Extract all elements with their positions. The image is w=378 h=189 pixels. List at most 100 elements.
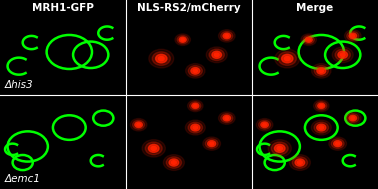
Circle shape xyxy=(349,33,356,39)
Circle shape xyxy=(305,37,312,42)
Circle shape xyxy=(314,122,328,133)
Circle shape xyxy=(319,105,323,107)
Circle shape xyxy=(210,142,214,145)
Circle shape xyxy=(158,57,164,61)
Circle shape xyxy=(172,161,176,164)
Circle shape xyxy=(166,157,181,168)
Circle shape xyxy=(175,34,191,46)
Circle shape xyxy=(318,103,325,108)
Circle shape xyxy=(145,142,162,155)
Circle shape xyxy=(311,120,331,135)
Circle shape xyxy=(223,115,231,121)
Circle shape xyxy=(347,31,359,40)
Circle shape xyxy=(137,123,141,126)
Circle shape xyxy=(151,146,156,150)
Circle shape xyxy=(331,139,344,149)
Circle shape xyxy=(152,52,170,65)
Circle shape xyxy=(221,114,233,123)
Circle shape xyxy=(275,49,300,68)
Circle shape xyxy=(135,122,143,128)
Circle shape xyxy=(274,144,285,152)
Circle shape xyxy=(191,124,200,131)
Circle shape xyxy=(169,159,179,166)
Circle shape xyxy=(209,49,225,60)
Circle shape xyxy=(186,64,205,78)
Circle shape xyxy=(218,112,235,124)
Circle shape xyxy=(191,68,200,74)
Circle shape xyxy=(179,37,186,42)
Circle shape xyxy=(351,117,355,120)
Circle shape xyxy=(206,47,227,63)
Circle shape xyxy=(314,66,328,76)
Circle shape xyxy=(268,140,291,157)
Circle shape xyxy=(334,141,342,147)
Circle shape xyxy=(225,117,229,120)
Circle shape xyxy=(295,159,305,166)
Circle shape xyxy=(256,119,273,131)
Circle shape xyxy=(347,114,359,123)
Circle shape xyxy=(193,126,198,129)
Text: NLS-RS2/mCherry: NLS-RS2/mCherry xyxy=(137,3,241,13)
Text: Δhis3: Δhis3 xyxy=(5,80,34,90)
Circle shape xyxy=(221,31,233,40)
Circle shape xyxy=(319,126,324,129)
Circle shape xyxy=(263,123,266,126)
Circle shape xyxy=(225,35,229,37)
Circle shape xyxy=(149,49,174,68)
Circle shape xyxy=(329,137,347,150)
Circle shape xyxy=(163,155,184,170)
Circle shape xyxy=(289,155,310,170)
Text: MRH1-GFP: MRH1-GFP xyxy=(32,3,94,13)
Circle shape xyxy=(317,124,326,131)
Circle shape xyxy=(351,35,355,37)
Circle shape xyxy=(282,54,293,63)
Circle shape xyxy=(277,146,282,150)
Circle shape xyxy=(344,30,361,42)
Circle shape xyxy=(271,142,288,155)
Circle shape xyxy=(192,103,199,108)
Circle shape xyxy=(194,105,197,107)
Circle shape xyxy=(313,100,329,112)
Circle shape xyxy=(340,53,345,57)
Circle shape xyxy=(187,100,203,112)
Circle shape xyxy=(208,141,216,147)
Circle shape xyxy=(336,142,340,145)
Circle shape xyxy=(142,140,165,157)
Circle shape xyxy=(278,52,296,65)
Circle shape xyxy=(303,36,314,44)
Circle shape xyxy=(190,102,201,110)
Circle shape xyxy=(292,157,308,168)
Circle shape xyxy=(188,122,203,133)
Circle shape xyxy=(203,137,220,150)
Circle shape xyxy=(338,51,347,58)
Circle shape xyxy=(261,122,268,128)
Text: Merge: Merge xyxy=(296,3,334,13)
Circle shape xyxy=(349,115,356,121)
Circle shape xyxy=(335,49,350,60)
Text: Δemc1: Δemc1 xyxy=(5,174,41,184)
Circle shape xyxy=(185,120,205,135)
Circle shape xyxy=(130,119,147,131)
Circle shape xyxy=(307,38,310,41)
Circle shape xyxy=(193,69,198,73)
Circle shape xyxy=(181,38,184,41)
Circle shape xyxy=(297,161,302,164)
Circle shape xyxy=(156,54,167,63)
Circle shape xyxy=(214,53,219,57)
Circle shape xyxy=(205,139,218,149)
Circle shape xyxy=(259,120,271,129)
Circle shape xyxy=(316,102,327,110)
Circle shape xyxy=(177,36,188,44)
Circle shape xyxy=(319,69,324,73)
Circle shape xyxy=(188,66,202,76)
Circle shape xyxy=(133,120,145,129)
Circle shape xyxy=(317,68,326,74)
Circle shape xyxy=(149,144,159,152)
Circle shape xyxy=(332,47,353,63)
Circle shape xyxy=(218,30,235,42)
Circle shape xyxy=(344,112,361,124)
Circle shape xyxy=(284,57,290,61)
Circle shape xyxy=(311,64,331,78)
Circle shape xyxy=(223,33,231,39)
Circle shape xyxy=(212,51,222,58)
